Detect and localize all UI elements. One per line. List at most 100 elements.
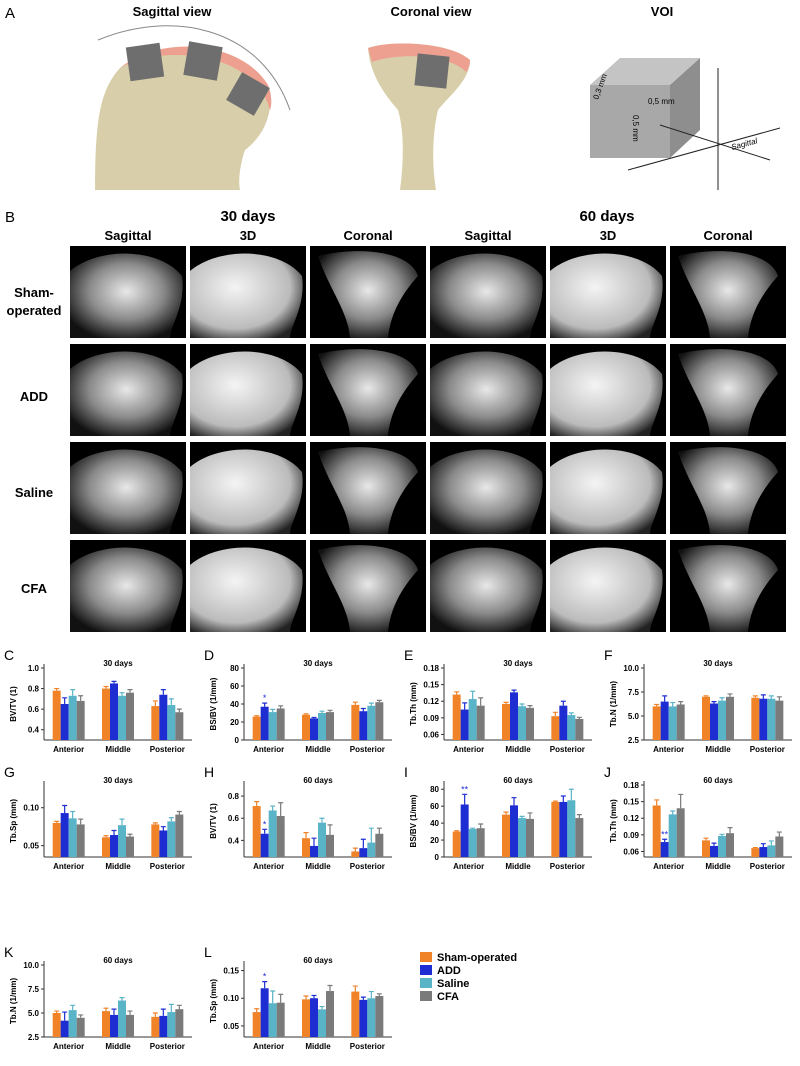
bar-chart: E 30 days Tb.Th (mm) 0.06 0.09 0.12 0.15 0.18 An… [404,647,592,754]
bar [660,842,669,857]
error-bar [360,838,366,849]
error-bar [576,716,582,719]
bar [510,692,518,740]
error-bar [70,689,76,696]
error-bar [511,689,517,693]
error-bar [103,1007,109,1012]
error-bar [568,788,574,801]
error-bar [768,840,774,846]
bar [151,706,160,740]
error-bar [119,818,125,826]
bar [276,708,285,740]
micro-ct-image [70,344,186,436]
error-bar [527,812,533,819]
error-bar [478,823,484,829]
bar [759,847,768,857]
y-tick-label: 0.06 [623,847,639,856]
y-tick-label: 80 [230,664,239,673]
bar [367,842,376,857]
bar [460,709,469,740]
error-bar [262,702,268,707]
x-tick-label: Middle [305,745,331,754]
x-tick-label: Posterior [750,745,785,754]
bar [351,704,360,740]
error-bar [352,985,358,992]
error-bar [111,680,117,684]
bar [559,705,568,740]
error-bar [70,1004,76,1011]
bar [502,814,510,857]
bar [167,1012,176,1037]
bar [60,704,69,740]
error-bar [127,833,133,837]
bar [518,818,526,857]
bar [52,822,61,857]
bar [375,702,384,740]
x-tick-label: Middle [505,745,531,754]
image-grid [70,246,786,632]
micro-ct-image [190,442,306,534]
error-bar [254,801,260,807]
chart-title: 30 days [303,659,333,668]
error-bar [78,818,84,825]
x-tick-label: Anterior [653,862,684,871]
error-bar [62,697,68,704]
x-tick-label: Posterior [750,862,785,871]
bar [375,833,384,857]
error-bar [360,996,366,1000]
y-tick-label: 5.0 [28,1009,40,1018]
bar [102,837,110,857]
panel-label: E [404,647,413,663]
error-bar [376,827,382,834]
y-tick-label: 0.06 [423,730,439,739]
y-tick-label: 0.6 [228,814,240,823]
bar [118,825,126,857]
y-tick-label: 10.0 [623,664,639,673]
error-bar [54,687,60,691]
bone-shape [430,351,543,436]
bar [326,712,334,740]
error-bar [462,793,468,805]
micro-ct-image [430,442,546,534]
panel-label: I [404,764,408,780]
y-tick-label: 0 [235,736,240,745]
bar [502,704,510,740]
micro-ct-image [310,344,426,436]
bar [60,1020,69,1037]
error-bar [519,815,525,819]
coronal-diagram [368,43,470,190]
bar [551,801,560,857]
bar [76,700,85,740]
bar [252,806,261,857]
bar-chart: C 30 days BV/TV (1) 0.4 0.6 0.8 1.0 Anterior Mid… [4,647,192,754]
micro-ct-image [70,442,186,534]
timepoint: 30 days [220,208,275,225]
y-tick-label: 0.09 [623,831,639,840]
legend-swatch [420,952,432,962]
bar [359,999,368,1037]
error-bar [278,705,284,709]
bone-shape [550,253,663,338]
bar [260,988,269,1037]
bar [151,1016,160,1037]
significance-marker: ** [461,784,469,794]
bar [775,836,784,857]
error-bar [568,712,574,716]
chart-title: 60 days [503,776,533,785]
bar [359,848,368,857]
y-tick-label: 2.5 [28,1033,40,1042]
bar [68,695,77,740]
error-bar [127,1010,133,1015]
error-bar [262,981,268,989]
bar [468,829,477,857]
error-bar [503,811,509,815]
x-tick-label: Posterior [350,862,385,871]
bar [110,683,118,740]
bar-chart: J 60 days Tb.Th (mm) 0.06 0.09 0.12 0.15 0.18 An… [604,764,792,871]
bar [575,818,584,857]
significance-marker: * [263,693,267,703]
bar [276,1002,285,1037]
error-bar [160,689,166,695]
legend-swatch [420,978,432,988]
error-bar [670,810,676,815]
